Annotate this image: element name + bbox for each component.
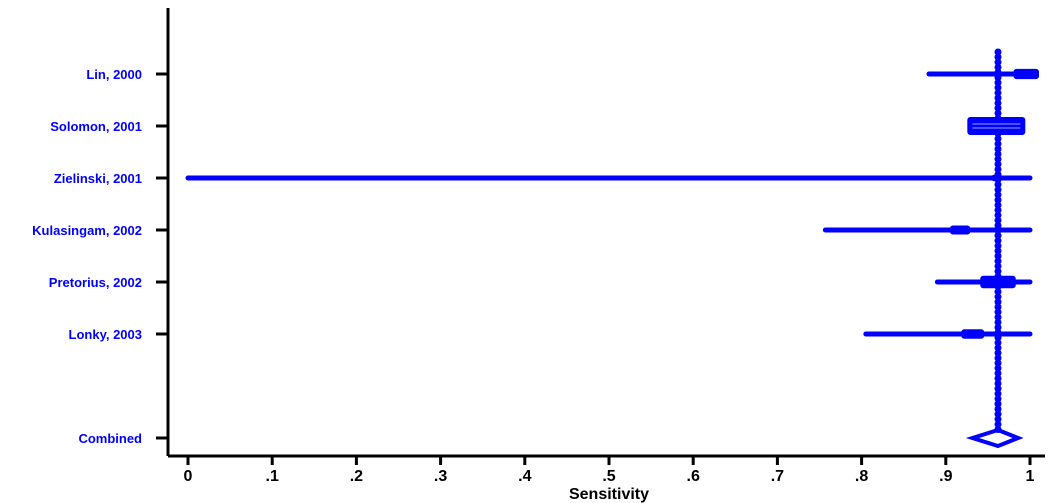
x-tick-label: .8	[855, 468, 868, 485]
x-tick-label: 0	[184, 468, 193, 485]
study-label: Kulasingam, 2002	[32, 223, 142, 238]
study-labels: Lin, 2000 Solomon, 2001 Zielinski, 2001 Kul…	[32, 67, 168, 446]
x-tick-label: .9	[939, 468, 952, 485]
x-tick-label: .3	[434, 468, 447, 485]
x-tick-label: .4	[518, 468, 531, 485]
study-label: Lonky, 2003	[69, 327, 142, 342]
study-label: Solomon, 2001	[50, 119, 142, 134]
x-tick-label: .5	[602, 468, 615, 485]
estimate-box	[991, 174, 1002, 182]
combined-estimate-group	[965, 427, 1024, 449]
study-label: Zielinski, 2001	[54, 171, 142, 186]
x-tick-label: .2	[350, 468, 363, 485]
x-tick-label: .6	[687, 468, 700, 485]
x-axis-ticks: 0 .1 .2 .3 .4 .5 .6 .7 .8 .9 1	[184, 456, 1035, 485]
study-label: Pretorius, 2002	[49, 275, 142, 290]
axes	[166, 8, 1045, 458]
x-tick-label: 1	[1026, 468, 1035, 485]
estimate-box	[980, 275, 1016, 289]
x-tick-label: .1	[266, 468, 279, 485]
study-label: Combined	[78, 431, 142, 446]
estimate-box	[949, 225, 971, 235]
study-label: Lin, 2000	[86, 67, 142, 82]
estimate-box	[961, 329, 985, 339]
estimate-box	[967, 117, 1026, 135]
confidence-intervals	[185, 71, 1033, 337]
x-tick-label: .7	[771, 468, 784, 485]
estimate-box	[1013, 68, 1039, 80]
combined-diamond	[965, 427, 1024, 449]
point-estimates	[949, 68, 1039, 339]
x-axis-title: Sensitivity	[569, 486, 649, 503]
